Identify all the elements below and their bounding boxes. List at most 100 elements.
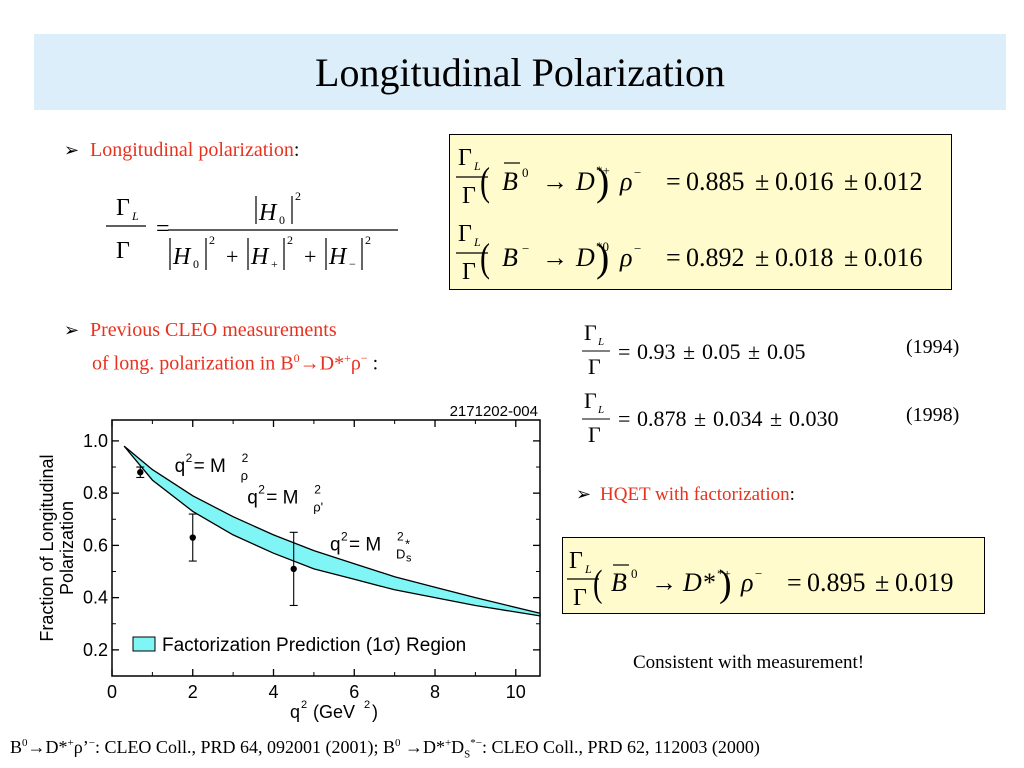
results-box: Γ L Γ ( B 0 → D *+ ρ − ) = 0.885 ± 0.016…	[449, 134, 952, 290]
hqet-arrow: →	[651, 568, 677, 597]
svg-text:±: ±	[683, 339, 695, 364]
annotation-eq: = M	[349, 535, 381, 556]
points-group	[136, 466, 298, 607]
lhs-num: Γ	[116, 195, 130, 221]
x-tick-label: 8	[430, 682, 440, 702]
svg-text:L: L	[473, 159, 481, 173]
title-bar: Longitudinal Polarization	[34, 34, 1006, 110]
svg-text:Γ: Γ	[462, 183, 476, 209]
y-axis-label-1: Fraction of Longitudinal	[37, 454, 57, 641]
svg-text:L: L	[584, 562, 592, 576]
prev-1998: Γ L Γ = 0.878 ± 0.034 ± 0.030 (1998)	[582, 388, 959, 447]
svg-text:2: 2	[301, 699, 307, 711]
annotation-eq: = M	[194, 456, 226, 477]
svg-text:(GeV: (GeV	[313, 702, 355, 722]
band-group	[123, 445, 541, 617]
svg-text:Γ: Γ	[569, 548, 583, 574]
r1-b: B	[502, 167, 518, 196]
r1-rho-sup: −	[634, 165, 641, 180]
bullet-arrow-icon: ➢	[64, 320, 80, 340]
results-formulas: Γ L Γ ( B 0 → D *+ ρ − ) = 0.885 ± 0.016…	[456, 145, 923, 285]
r1-pm1: ±	[755, 167, 769, 196]
annotation-q: q	[175, 456, 186, 477]
den-term-1-sub: +	[271, 257, 278, 271]
paren-close-1: )	[596, 159, 609, 204]
bullet-arrow-icon: ➢	[64, 140, 80, 160]
svg-text:Γ: Γ	[458, 145, 472, 171]
annotation-sub: D	[396, 547, 405, 562]
den-term-2-sub: −	[349, 257, 356, 271]
r1-eq: =	[666, 167, 681, 196]
annotation-subsub: s	[406, 553, 412, 565]
svg-text:): )	[596, 235, 609, 280]
svg-text:Γ: Γ	[584, 388, 597, 413]
x-tick-label: 0	[107, 682, 117, 702]
hqet-d: D	[682, 568, 702, 597]
paren-open-1: (	[480, 159, 490, 204]
svg-text:Γ: Γ	[462, 259, 476, 285]
r1-arrow: →	[542, 167, 568, 196]
bullet-hqet: ➢ HQET with factorization:	[576, 481, 795, 508]
formula-general: Γ L Γ = H 0 2 H 0 2 + H + 2 + H − 2	[106, 189, 398, 271]
svg-text:(: (	[480, 235, 490, 280]
plus-1: +	[226, 244, 238, 269]
r2-d-sup: *0	[596, 239, 609, 254]
svg-text:L: L	[473, 235, 481, 249]
svg-text:=: =	[618, 406, 630, 431]
hqet-star: *	[703, 568, 716, 597]
annotation-sup2: 2	[242, 451, 249, 465]
x-axis-label: q 2 (GeV 2 )	[290, 699, 378, 722]
prev-1994: Γ L Γ = 0.93 ± 0.05 ± 0.05 (1994)	[582, 320, 959, 379]
r2-b: B	[502, 243, 518, 272]
annotation-eq: = M	[266, 488, 298, 509]
annotation-sub: ρ'	[313, 500, 323, 515]
hqet-err1: 0.019	[895, 568, 954, 597]
annotation-sup: 2	[341, 530, 348, 544]
y-axis-label-2: Polarization	[57, 501, 77, 595]
annotation-sup: 2	[258, 483, 265, 497]
plot-frame	[111, 419, 541, 677]
hqet-d-sup: *+	[717, 566, 731, 581]
r2-err1: 0.018	[775, 243, 834, 272]
consistent-text: Consistent with measurement!	[633, 652, 865, 673]
den-term-1: H	[250, 244, 270, 270]
r2-err2: 0.016	[864, 243, 923, 272]
den-term-0: H	[172, 244, 192, 270]
rhs-num-sub: 0	[279, 213, 285, 227]
hqet-value: 0.895	[807, 568, 866, 597]
previous-measurements: Γ L Γ = 0.93 ± 0.05 ± 0.05 (1994) Γ L Γ …	[582, 320, 959, 447]
bullet-red-text: HQET with factorization	[600, 484, 790, 505]
legend-swatch	[132, 636, 156, 652]
r2-rho-sup: −	[634, 241, 641, 256]
y-tick-label: 0.8	[83, 483, 108, 503]
r2-d: D	[575, 243, 595, 272]
legend-label: Factorization Prediction (1σ) Region	[162, 635, 466, 656]
r1-value: 0.885	[686, 167, 745, 196]
hqet-b-sup: 0	[631, 566, 638, 581]
r1-pm2: ±	[844, 167, 858, 196]
legend: Factorization Prediction (1σ) Region	[132, 635, 466, 656]
den-term-0-sub: 0	[193, 257, 199, 271]
x-tick-label: 2	[188, 682, 198, 702]
r2-b-sup: −	[522, 241, 529, 256]
figure-id: 2171202-004	[450, 403, 538, 420]
r1-b-sup: 0	[522, 165, 529, 180]
prediction-band	[123, 445, 541, 617]
annotation-q: q	[330, 535, 341, 556]
hqet-formula: Γ L Γ ( B 0 → D * *+ ρ − ) = 0.895 ± 0.0…	[567, 548, 954, 611]
svg-text:0.878: 0.878	[637, 406, 687, 431]
svg-text:±: ±	[694, 406, 706, 431]
svg-text:Γ: Γ	[458, 221, 472, 247]
data-point	[137, 469, 144, 476]
hqet-rho-sup: −	[755, 566, 762, 581]
year-1998: (1998)	[906, 404, 959, 426]
y-tick-label: 0.2	[83, 640, 108, 660]
hqet-rho: ρ	[740, 568, 753, 597]
x-tick-label: 6	[349, 682, 359, 702]
data-point	[189, 534, 196, 541]
eq-sign: =	[156, 216, 170, 242]
rhs-num-sq: 2	[295, 189, 301, 203]
bullet-rest-text: :	[789, 484, 795, 505]
